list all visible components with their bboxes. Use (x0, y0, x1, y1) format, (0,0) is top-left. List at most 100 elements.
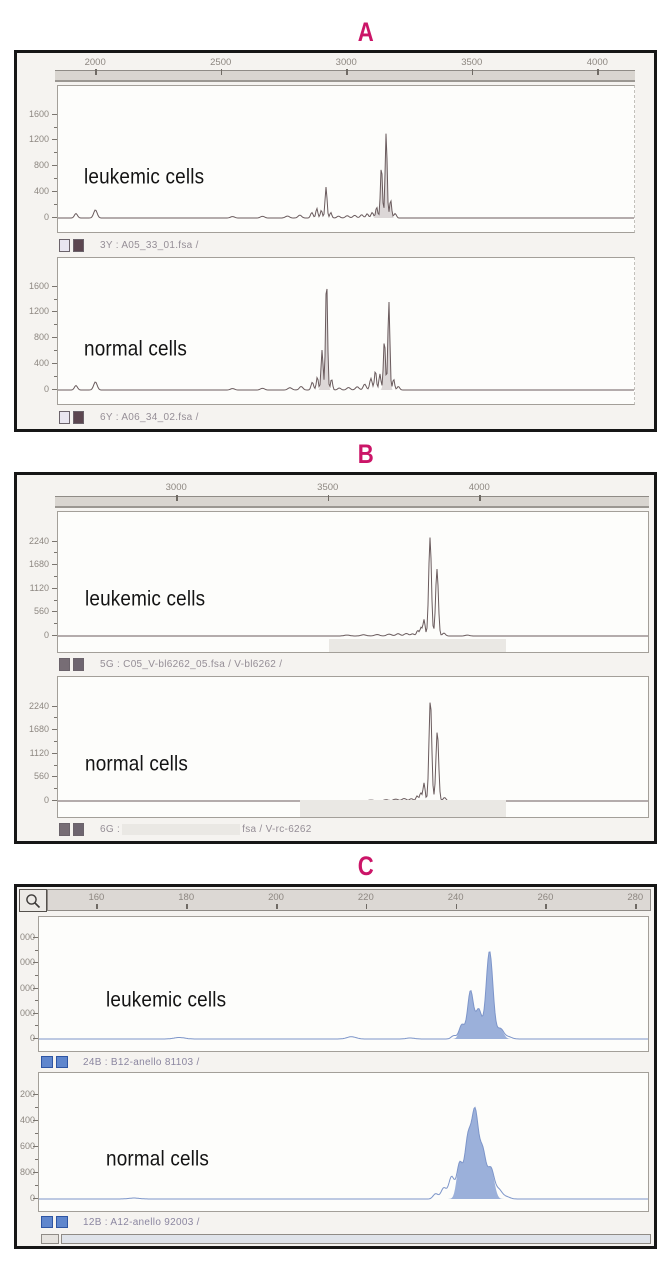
y-tick-label: 1200 (28, 134, 49, 145)
y-tick-label: 560 (33, 606, 49, 617)
y-axis-labels: 2240 1680 1120 560 0 (17, 676, 57, 841)
cells-label: leukemic cells (105, 987, 227, 1012)
y-tick-label: 1120 (29, 582, 49, 593)
dye-swatch-icon[interactable] (59, 658, 70, 671)
trace-c-leukemic: 000 000 000 000 0 leukemic cells 24B : B12-a… (17, 916, 654, 1072)
dye-swatch-icon[interactable] (73, 410, 84, 424)
y-axis-labels: 200 400 600 800 0 (17, 1072, 38, 1232)
cells-label: leukemic cells (83, 164, 205, 189)
x-tick-label: 180 (178, 892, 195, 903)
dye-swatch-icon[interactable] (73, 658, 84, 671)
redaction-box (329, 639, 507, 652)
x-tick-mark (96, 904, 98, 909)
trace-svg (39, 951, 648, 1040)
scrollbar-track[interactable] (61, 1234, 651, 1244)
y-axis-labels: 1600 1200 800 400 0 (17, 257, 57, 429)
x-tick-mark (365, 904, 368, 909)
x-tick-mark (327, 495, 330, 501)
plot-area: normal cells (38, 1072, 649, 1212)
redaction-box (122, 823, 241, 835)
sample-file-label: 6Y : A06_34_02.fsa / (100, 411, 199, 423)
x-tick-label: 2500 (210, 57, 232, 68)
dye-swatch-icon[interactable] (59, 238, 70, 252)
plot-area: leukemic cells (38, 916, 649, 1052)
y-tick-label: 1680 (28, 724, 49, 735)
zoom-tool-button[interactable] (19, 889, 47, 912)
electropherogram-figure: A 2000 2500 3000 3500 4000 1600 1200 800 400 0 l… (14, 17, 657, 1249)
y-tick-label: 1600 (28, 280, 49, 291)
panel-b-ruler-labels: 3000 3500 4000 (55, 482, 649, 494)
y-tick-label: 2240 (28, 700, 49, 711)
y-tick-label: 0 (43, 630, 49, 640)
sample-file-label: 12B : A12-anello 92003 / (83, 1216, 200, 1228)
panel-b-title: B (358, 439, 374, 469)
horizontal-scrollbar[interactable] (41, 1234, 651, 1244)
sample-file-label: 24B : B12-anello 81103 / (83, 1056, 200, 1068)
dye-swatch-icon[interactable] (73, 238, 84, 252)
y-tick-label: 0 (43, 212, 49, 222)
dye-swatch-icon[interactable] (41, 1056, 53, 1068)
x-tick-mark (597, 69, 599, 75)
x-tick-label: 200 (268, 892, 284, 903)
panel-b: 3000 3500 4000 2240 1680 1120 560 0 leukemic c… (14, 472, 657, 844)
sample-file-row: 3Y : A05_33_01.fsa / (17, 233, 654, 257)
cells-label: normal cells (105, 1146, 210, 1171)
y-tick-label: 000 (19, 957, 35, 968)
panel-c-ruler: 160 180 200 220 240 260 280 (17, 887, 654, 914)
y-tick-label: 0 (29, 1193, 35, 1203)
y-tick-label: 1680 (28, 559, 49, 570)
dye-swatch-icon[interactable] (73, 823, 84, 836)
magnifier-icon (26, 893, 41, 908)
dye-swatch-icon[interactable] (59, 823, 70, 836)
y-tick-label: 400 (33, 186, 49, 197)
sample-file-row: 24B : B12-anello 81103 / (17, 1052, 654, 1072)
y-tick-label: 000 (19, 1007, 35, 1018)
y-tick-label: 600 (19, 1141, 35, 1152)
trace-b-leukemic: 2240 1680 1120 560 0 leukemic cells 5G : C05… (17, 511, 654, 676)
x-tick-label: 260 (537, 892, 554, 903)
y-tick-label: 400 (19, 1115, 35, 1126)
panel-c-title: C (358, 851, 374, 881)
panel-c-ruler-labels: 160 180 200 220 240 260 280 (47, 892, 651, 903)
trace-svg (39, 1106, 648, 1200)
y-tick-label: 800 (33, 332, 49, 343)
panel-a: 2000 2500 3000 3500 4000 1600 1200 800 400 0 leu… (14, 50, 657, 432)
y-tick-label: 560 (33, 771, 49, 782)
y-tick-label: 1200 (28, 306, 49, 317)
plot-area: normal cells (57, 257, 635, 405)
trace-svg (58, 702, 648, 802)
cells-label: normal cells (83, 336, 187, 361)
sample-file-row: 5G : C05_V-bl6262_05.fsa / V-bl6262 / (17, 653, 654, 676)
x-tick-label: 280 (627, 892, 644, 903)
x-tick-mark (455, 904, 458, 909)
y-axis-labels: 000 000 000 000 0 (17, 916, 38, 1072)
x-tick-label: 3000 (165, 482, 187, 493)
panel-c-ruler-band (47, 889, 651, 911)
panel-a-ruler: 2000 2500 3000 3500 4000 (17, 53, 654, 85)
x-tick-label: 2000 (84, 57, 106, 68)
x-tick-mark (95, 69, 97, 75)
x-tick-mark (220, 69, 223, 75)
y-axis-labels: 1600 1200 800 400 0 (17, 85, 57, 257)
sample-file-label: 3Y : A05_33_01.fsa / (100, 239, 199, 251)
trace-svg (58, 133, 634, 219)
panel-a-title: A (358, 17, 374, 47)
x-tick-label: 3500 (461, 57, 483, 68)
panel-c: 160 180 200 220 240 260 280 000 000 000 000 0 leuk… (14, 884, 657, 1249)
y-tick-label: 200 (19, 1089, 35, 1100)
x-tick-mark (176, 495, 178, 501)
x-tick-mark (276, 904, 278, 909)
x-tick-mark (479, 495, 481, 501)
dye-swatch-icon[interactable] (59, 410, 70, 424)
plot-area: leukemic cells (57, 85, 635, 233)
x-tick-label: 240 (447, 892, 464, 903)
y-tick-label: 0 (29, 1033, 35, 1043)
plot-area: leukemic cells (57, 511, 649, 653)
sample-file-label: 5G : C05_V-bl6262_05.fsa / V-bl6262 / (100, 659, 283, 670)
dye-swatch-icon[interactable] (56, 1056, 68, 1068)
dye-swatch-icon[interactable] (41, 1216, 53, 1228)
cells-label: normal cells (84, 751, 188, 776)
scrollbar-button[interactable] (41, 1234, 59, 1244)
dye-swatch-icon[interactable] (56, 1216, 68, 1228)
y-tick-label: 800 (33, 160, 49, 171)
